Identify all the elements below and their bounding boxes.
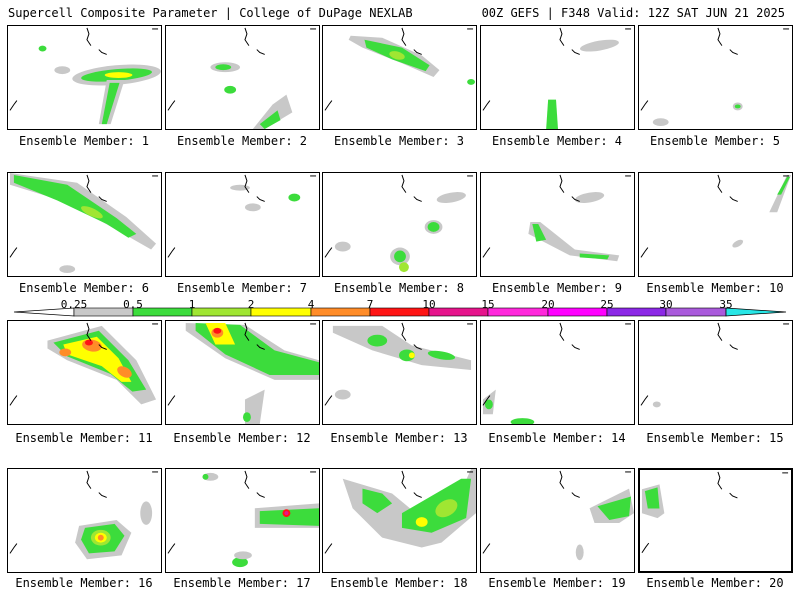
member-map-8 (322, 172, 477, 277)
member-map-canvas (640, 322, 790, 408)
member-label-11: Ensemble Member: 11 (15, 431, 153, 445)
member-map-3 (322, 25, 477, 130)
member-map-canvas (324, 469, 476, 554)
member-map-canvas (167, 174, 317, 258)
member-label-4: Ensemble Member: 4 (491, 134, 623, 148)
colorbar-bin-4 (250, 307, 312, 317)
member-map-canvas (9, 470, 159, 560)
member-map-canvas (640, 27, 790, 127)
member-label-2: Ensemble Member: 2 (176, 134, 308, 148)
colorbar-tick-label: 20 (541, 298, 555, 311)
member-map-canvas (324, 322, 474, 406)
member-map-canvas (167, 470, 319, 568)
member-map-16 (7, 468, 162, 573)
member-map-2 (165, 25, 320, 130)
member-map-canvas (167, 27, 317, 129)
member-map-15 (638, 320, 793, 425)
member-map-canvas (324, 27, 476, 111)
colorbar-bin-3 (191, 307, 252, 317)
member-map-12 (165, 320, 320, 425)
member-map-4 (480, 25, 635, 130)
colorbar-tick-label: 7 (366, 298, 374, 311)
colorbar-bin-7 (428, 307, 489, 317)
member-map-canvas (324, 174, 474, 273)
member-map-11 (7, 320, 162, 425)
member-map-canvas (9, 27, 161, 125)
member-map-6 (7, 172, 162, 277)
member-map-canvas (482, 322, 632, 424)
member-map-canvas (482, 174, 632, 262)
member-label-9: Ensemble Member: 9 (491, 281, 623, 295)
member-map-canvas (9, 322, 159, 406)
member-map-19 (480, 468, 635, 573)
colorbar-tick-label: 1 (188, 298, 196, 311)
member-label-14: Ensemble Member: 14 (488, 431, 626, 445)
member-map-13 (322, 320, 477, 425)
member-label-12: Ensemble Member: 12 (173, 431, 311, 445)
colorbar-tick-label: 0.5 (123, 298, 143, 311)
colorbar-tick-label: 15 (481, 298, 495, 311)
member-map-canvas (9, 173, 159, 274)
member-label-10: Ensemble Member: 10 (646, 281, 784, 295)
colorbar-bin-11 (665, 307, 727, 317)
member-label-17: Ensemble Member: 17 (173, 576, 311, 590)
member-label-3: Ensemble Member: 3 (333, 134, 465, 148)
colorbar-bin-9 (547, 307, 608, 317)
member-map-canvas (482, 470, 634, 561)
colorbar-bin-10 (606, 307, 667, 317)
colorbar-tick-label: 0.25 (60, 298, 88, 311)
member-label-6: Ensemble Member: 6 (18, 281, 150, 295)
member-map-20 (638, 468, 793, 573)
member-label-7: Ensemble Member: 7 (176, 281, 308, 295)
page-title: Supercell Composite Parameter | College … (8, 6, 413, 20)
colorbar-bin-6 (369, 307, 430, 317)
colorbar (13, 307, 787, 317)
member-label-15: Ensemble Member: 15 (646, 431, 784, 445)
member-map-canvas (482, 27, 632, 129)
colorbar-tick-label: 4 (307, 298, 315, 311)
colorbar-tick-label: 35 (719, 298, 733, 311)
member-label-19: Ensemble Member: 19 (488, 576, 626, 590)
member-map-9 (480, 172, 635, 277)
member-map-17 (165, 468, 320, 573)
member-map-5 (638, 25, 793, 130)
colorbar-tick-label: 30 (659, 298, 673, 311)
colorbar-tick-label: 25 (600, 298, 614, 311)
colorbar-tick-label: 10 (422, 298, 436, 311)
member-map-canvas (640, 174, 792, 258)
run-valid-time: 00Z GEFS | F348 Valid: 12Z SAT JUN 21 20… (481, 6, 785, 20)
member-label-13: Ensemble Member: 13 (330, 431, 468, 445)
member-label-1: Ensemble Member: 1 (18, 134, 150, 148)
colorbar-tick-label: 2 (247, 298, 255, 311)
member-label-20: Ensemble Member: 20 (646, 576, 784, 590)
member-map-1 (7, 25, 162, 130)
member-map-canvas (641, 471, 789, 553)
member-label-5: Ensemble Member: 5 (649, 134, 781, 148)
member-map-10 (638, 172, 793, 277)
colorbar-upper-arrow (725, 307, 787, 317)
member-map-canvas (167, 322, 319, 424)
member-label-16: Ensemble Member: 16 (15, 576, 153, 590)
member-map-18 (322, 468, 477, 573)
member-map-14 (480, 320, 635, 425)
member-label-8: Ensemble Member: 8 (333, 281, 465, 295)
colorbar-bin-5 (310, 307, 371, 317)
colorbar-bin-8 (487, 307, 549, 317)
member-label-18: Ensemble Member: 18 (330, 576, 468, 590)
member-map-7 (165, 172, 320, 277)
